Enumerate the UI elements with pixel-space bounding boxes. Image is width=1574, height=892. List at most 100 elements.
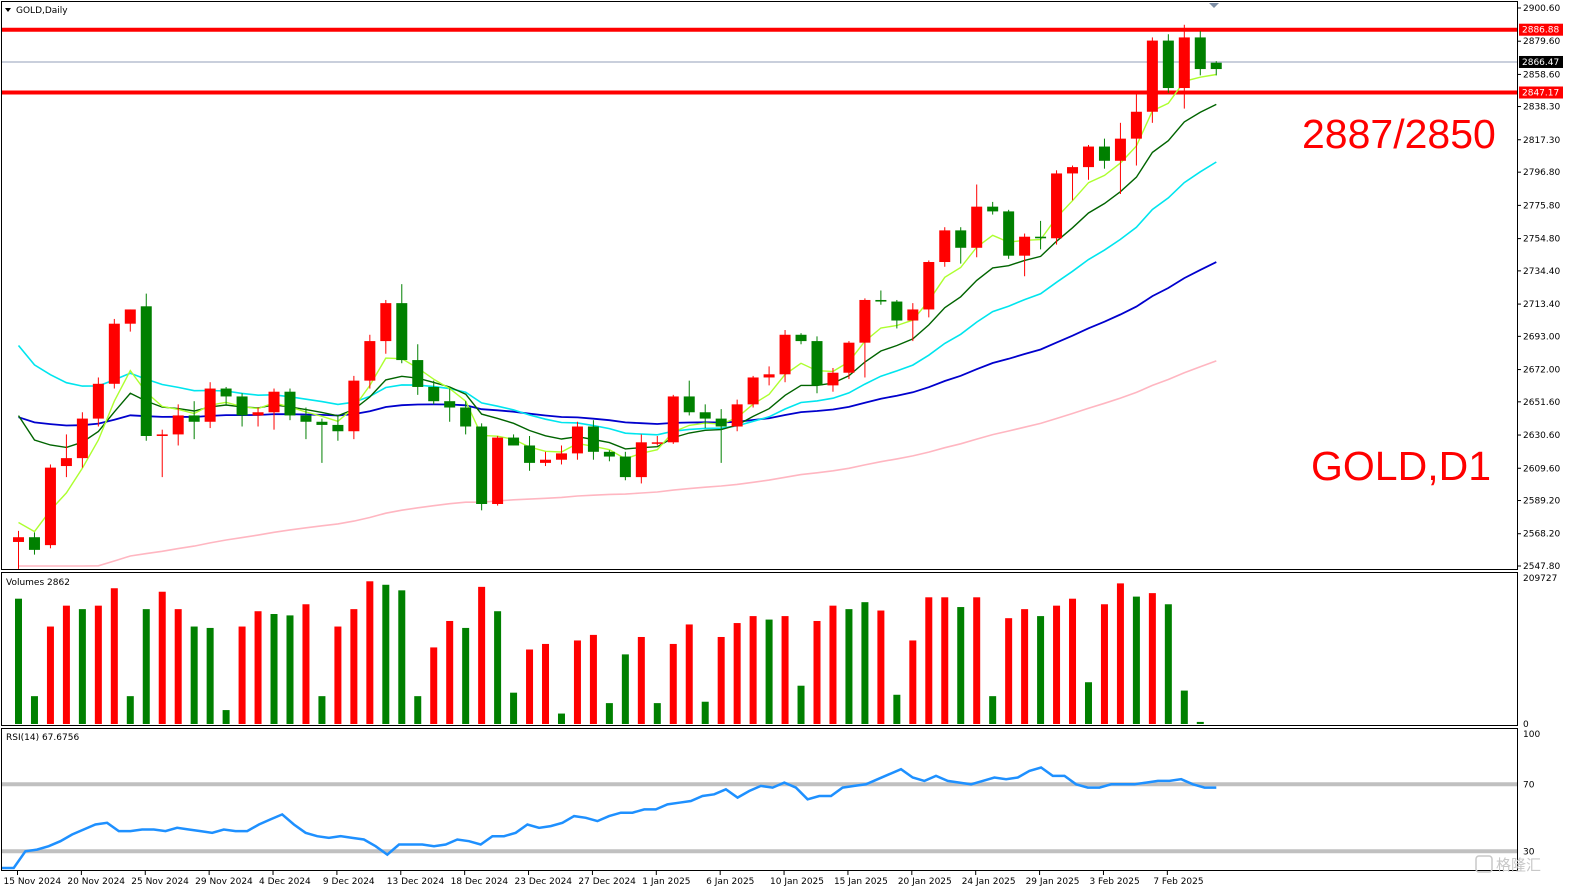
volume-bar (1021, 609, 1029, 724)
price-tick-label: 2589.20 (1523, 497, 1560, 507)
annotation-levels: 2887/2850 (1302, 111, 1496, 157)
candle-body (204, 388, 216, 422)
volume-bar (589, 634, 597, 724)
candle-body (108, 323, 120, 384)
volume-bar (925, 597, 933, 724)
candle-body (1194, 37, 1206, 70)
candle-body (364, 341, 376, 381)
volume-bar (510, 692, 518, 724)
ma5-line (18, 73, 1217, 533)
candle-body (1067, 167, 1079, 174)
price-tick-label: 2672.00 (1523, 366, 1560, 376)
price-panel-frame (1, 1, 1518, 570)
volume-bar (813, 620, 821, 724)
volume-bar (206, 627, 214, 724)
volume-bar (573, 640, 581, 724)
volume-bar (46, 626, 54, 724)
candle-body (1082, 146, 1094, 168)
date-tick-label: 27 Dec 2024 (578, 877, 636, 887)
candle-body (683, 396, 695, 413)
candle-body (1178, 37, 1190, 89)
volume-bar (366, 581, 374, 724)
price-tick-label: 2734.40 (1523, 267, 1560, 277)
volume-bar (957, 607, 965, 724)
volume-bar (1005, 618, 1013, 724)
price-tick-label: 2754.80 (1523, 235, 1560, 245)
candle-body (1098, 146, 1110, 161)
candle-body (60, 458, 72, 467)
volume-panel-frame (1, 572, 1518, 726)
date-tick-label: 20 Jan 2025 (898, 877, 952, 887)
watermark-logo: 格隆汇 (1475, 855, 1541, 874)
ma20-line (17, 161, 1217, 436)
candle-body (220, 388, 232, 397)
volume-bar (941, 597, 949, 724)
price-tick-label: 2796.80 (1523, 168, 1560, 178)
candle-body (188, 415, 200, 422)
volume-bar (1069, 598, 1077, 724)
candle-body (955, 230, 967, 248)
candle-body (971, 206, 983, 248)
annotation-symbol: GOLD,D1 (1311, 443, 1491, 489)
volume-bar (1196, 721, 1204, 724)
date-tick-label: 6 Jan 2025 (706, 877, 754, 887)
volume-bar (557, 713, 565, 724)
volume-bar (142, 609, 150, 724)
volume-bar (717, 636, 725, 724)
chart-title: GOLD,Daily (16, 6, 68, 16)
volume-bar (1053, 605, 1061, 724)
candle-body (1210, 62, 1222, 70)
rsi-title: RSI(14) 67.6756 (6, 733, 79, 743)
price-tick-label: 2775.80 (1523, 201, 1560, 211)
date-tick-label: 3 Feb 2025 (1089, 877, 1139, 887)
candle-body (252, 412, 264, 416)
candle-body (156, 434, 168, 436)
rsi-line (2, 766, 1217, 870)
volume-bar (62, 605, 70, 724)
volume-bar (430, 647, 438, 724)
candle-body (1035, 236, 1047, 239)
candle-body (907, 309, 919, 321)
rsi-panel-frame (1, 728, 1518, 871)
chart-shift-marker-icon[interactable] (1209, 3, 1219, 8)
candle-body (603, 451, 615, 457)
price-tick-label: 2713.40 (1523, 300, 1560, 310)
candle-body (28, 537, 40, 550)
volume-bar (78, 609, 86, 724)
current-price-box (1519, 55, 1563, 68)
candle-body (140, 306, 152, 436)
date-tick-label: 20 Nov 2024 (67, 877, 125, 887)
candle-body (524, 445, 536, 463)
candle-body (763, 374, 775, 378)
candle-body (843, 342, 855, 373)
candle-body (1130, 111, 1142, 139)
date-tick-label: 29 Nov 2024 (195, 877, 253, 887)
candle-body (923, 262, 935, 310)
candle-body (13, 537, 24, 542)
candle-body (1162, 40, 1174, 89)
volume-bar (494, 611, 502, 724)
volume-bar (222, 710, 230, 724)
volume-bar (829, 605, 837, 724)
volume-bar (542, 643, 550, 724)
volume-bar (302, 604, 310, 724)
support-price-label: 2847.17 (1522, 89, 1559, 99)
volume-bar (30, 696, 38, 724)
volume-bar (15, 598, 22, 724)
candle-body (939, 230, 951, 263)
volume-bar (318, 696, 326, 724)
volume-bar (350, 609, 358, 724)
candle-body (380, 303, 392, 342)
candle-body (92, 383, 104, 419)
ma10-line (17, 103, 1217, 450)
volume-bar (909, 640, 917, 724)
volume-bar (158, 591, 166, 724)
date-tick-label: 24 Jan 2025 (962, 877, 1016, 887)
volume-bar (238, 626, 246, 724)
volume-tick-label: 209727 (1523, 574, 1557, 584)
candle-body (715, 418, 727, 427)
volume-bar (605, 703, 613, 724)
chart-menu-triangle-icon[interactable] (5, 8, 11, 12)
volume-bar (1180, 690, 1188, 724)
volume-bar (701, 701, 709, 724)
